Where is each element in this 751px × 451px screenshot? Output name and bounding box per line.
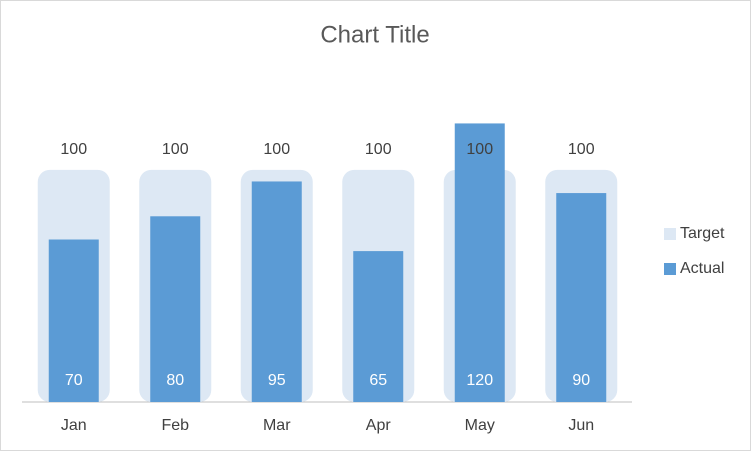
value-label: 65 <box>369 372 387 389</box>
value-label: 95 <box>268 372 286 389</box>
value-label: 100 <box>60 141 87 158</box>
legend-label: Target <box>680 225 725 242</box>
actual-bar <box>150 216 201 402</box>
chart-title: Chart Title <box>320 21 429 48</box>
legend-swatch <box>664 228 676 240</box>
actual-bar <box>353 251 404 402</box>
value-label: 100 <box>162 141 189 158</box>
value-label: 100 <box>365 141 392 158</box>
value-label: 80 <box>166 372 184 389</box>
actual-bar <box>454 123 505 402</box>
value-label: 70 <box>65 372 83 389</box>
actual-bar <box>556 193 607 402</box>
value-label: 100 <box>263 141 290 158</box>
value-label: 100 <box>466 141 493 158</box>
x-tick-label: Jan <box>61 417 87 434</box>
value-label: 90 <box>572 372 590 389</box>
x-tick-label: Mar <box>263 417 291 434</box>
x-tick-label: Feb <box>161 417 189 434</box>
x-tick-label: Apr <box>366 417 392 434</box>
value-label: 100 <box>568 141 595 158</box>
actual-bar <box>251 181 302 402</box>
value-label: 120 <box>466 372 493 389</box>
x-tick-label: May <box>465 417 495 434</box>
legend-swatch <box>664 263 676 275</box>
x-tick-label: Jun <box>568 417 594 434</box>
actual-bar <box>48 239 99 402</box>
legend-label: Actual <box>680 260 724 277</box>
